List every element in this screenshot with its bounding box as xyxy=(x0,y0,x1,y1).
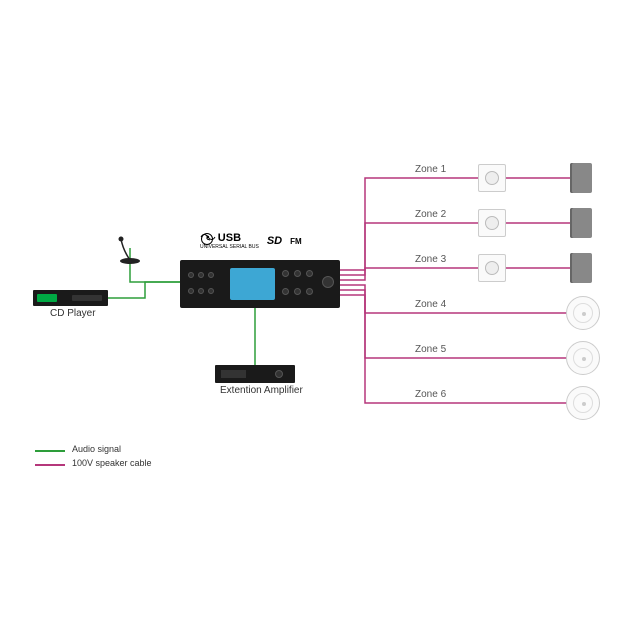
amp-knob xyxy=(198,288,204,294)
amp-knob xyxy=(306,288,313,295)
amp-knob xyxy=(208,288,214,294)
volume-control xyxy=(478,209,506,237)
amp-knob xyxy=(282,288,289,295)
amp-knob xyxy=(282,270,289,277)
amp-knob xyxy=(294,270,301,277)
zone-label: Zone 2 xyxy=(415,209,446,220)
amp-screen xyxy=(230,268,275,300)
fm-icon: FM xyxy=(290,237,302,246)
volume-knob-icon xyxy=(485,171,499,185)
ceiling-speaker-icon xyxy=(566,296,600,330)
legend-audio-line xyxy=(35,450,65,452)
zone-label: Zone 5 xyxy=(415,344,446,355)
amp-knob xyxy=(188,272,194,278)
amp-main-knob xyxy=(322,276,334,288)
volume-knob-icon xyxy=(485,261,499,275)
legend-audio-label: Audio signal xyxy=(72,444,121,454)
amp-knob xyxy=(208,272,214,278)
wiring-layer xyxy=(0,0,640,640)
amp-knob xyxy=(306,270,313,277)
volume-control xyxy=(478,164,506,192)
legend-speaker-line xyxy=(35,464,65,466)
cd-player-label: CD Player xyxy=(50,308,96,319)
zone-label: Zone 4 xyxy=(415,299,446,310)
sd-icon: SD xyxy=(267,235,282,247)
feature-icons: USB UNIVERSAL SERIAL BUS SD FM xyxy=(200,232,310,250)
legend-speaker-label: 100V speaker cable xyxy=(72,458,152,468)
zone-label: Zone 6 xyxy=(415,389,446,400)
main-amplifier xyxy=(180,260,340,308)
amp-knob xyxy=(294,288,301,295)
wall-speaker-icon xyxy=(570,208,592,238)
zone-label: Zone 1 xyxy=(415,164,446,175)
extension-amplifier xyxy=(215,365,295,383)
volume-control xyxy=(478,254,506,282)
usb-label: USB xyxy=(218,232,241,244)
ceiling-speaker-icon xyxy=(566,341,600,375)
volume-knob-icon xyxy=(485,216,499,230)
cd-player xyxy=(33,290,108,306)
amp-knob xyxy=(188,288,194,294)
wall-speaker-icon xyxy=(570,163,592,193)
wall-speaker-icon xyxy=(570,253,592,283)
ext-amp-label: Extention Amplifier xyxy=(220,385,303,396)
amp-knob xyxy=(198,272,204,278)
ceiling-speaker-icon xyxy=(566,386,600,420)
zone-label: Zone 3 xyxy=(415,254,446,265)
sd-label: SD xyxy=(267,235,282,247)
fm-label: FM xyxy=(290,237,302,246)
